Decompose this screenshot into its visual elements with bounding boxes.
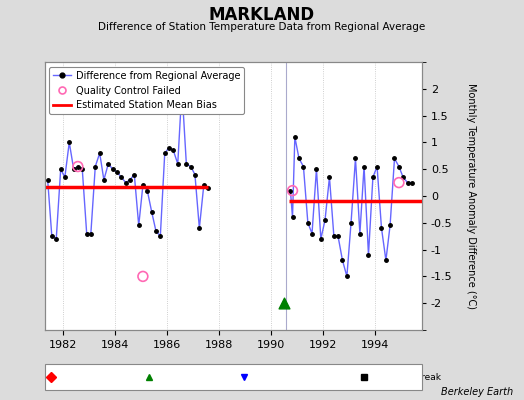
Point xyxy=(280,300,288,306)
Y-axis label: Monthly Temperature Anomaly Difference (°C): Monthly Temperature Anomaly Difference (… xyxy=(466,83,476,309)
Text: Berkeley Earth: Berkeley Earth xyxy=(441,387,514,397)
Text: Difference of Station Temperature Data from Regional Average: Difference of Station Temperature Data f… xyxy=(99,22,425,32)
Point xyxy=(395,179,403,186)
Text: MARKLAND: MARKLAND xyxy=(209,6,315,24)
Point xyxy=(139,273,147,280)
Text: Station Move: Station Move xyxy=(54,372,116,382)
Text: Time of Obs. Change: Time of Obs. Change xyxy=(246,372,344,382)
Legend: Difference from Regional Average, Quality Control Failed, Estimated Station Mean: Difference from Regional Average, Qualit… xyxy=(49,67,244,114)
Point xyxy=(288,188,297,194)
Text: Empirical Break: Empirical Break xyxy=(367,372,441,382)
Point xyxy=(74,163,82,170)
Text: Record Gap: Record Gap xyxy=(152,372,208,382)
